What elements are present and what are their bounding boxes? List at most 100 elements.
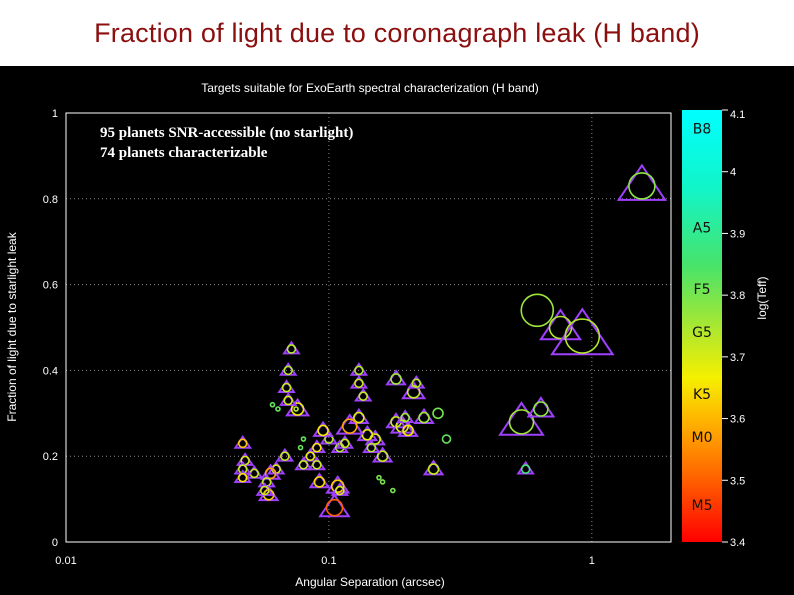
planet-point <box>413 407 435 424</box>
spectral-class-label: K5 <box>693 387 711 403</box>
planet-point <box>294 456 313 471</box>
characterizable-triangle <box>275 447 295 462</box>
planet-circle <box>358 391 368 401</box>
characterizable-triangle <box>282 340 301 355</box>
planet-circle <box>298 459 309 470</box>
characterizable-triangle <box>308 472 331 489</box>
planet-circle <box>520 464 531 474</box>
planet-point <box>616 163 667 201</box>
x-tick-label: 0.1 <box>321 555 336 567</box>
planet-circle <box>264 467 277 480</box>
planet-circle <box>312 459 322 470</box>
colorbar-label: log(Teff) <box>755 276 769 319</box>
planet-point <box>301 447 320 462</box>
y-axis-ticks: 0 0.2 0.4 0.6 0.8 1 <box>43 108 58 549</box>
planet-point <box>307 439 327 454</box>
planet-circle <box>390 487 396 494</box>
x-axis-ticks: 0.01 0.1 1 <box>55 555 595 567</box>
planet-circle <box>283 365 293 376</box>
spectral-class-label: M0 <box>692 430 713 446</box>
characterizable-triangle <box>277 379 296 393</box>
planet-point <box>376 474 382 481</box>
planet-circle <box>353 411 365 424</box>
planet-point <box>349 362 369 376</box>
y-axis-label: Fraction of light due to starlight leak <box>5 231 19 421</box>
planet-circle <box>286 344 297 354</box>
spectral-class-label: G5 <box>692 325 712 341</box>
x-axis-label: Angular Separation (arcsec) <box>295 575 444 589</box>
planet-circle <box>411 378 422 389</box>
scatter-chart: Targets suitable for ExoEarth spectral c… <box>5 81 769 589</box>
plot-frame <box>65 112 672 543</box>
planet-circle <box>564 318 601 354</box>
characterizable-triangle <box>318 493 351 518</box>
planet-point <box>255 482 274 496</box>
planet-point <box>422 459 445 476</box>
colorbar <box>682 110 722 542</box>
colorbar-ticks: 4.1 4 3.9 3.8 3.7 3.6 3.5 3.4 <box>722 109 745 549</box>
planet-point <box>349 374 369 389</box>
planet-point <box>235 452 255 466</box>
planet-point <box>362 439 381 454</box>
colorbar-tick-label: 4.1 <box>730 109 745 121</box>
y-tick-label: 0.8 <box>43 194 58 206</box>
colorbar-tick-label: 3.5 <box>730 475 745 487</box>
planet-point <box>233 469 252 484</box>
planet-point <box>278 392 298 406</box>
characterizable-triangle <box>385 369 407 386</box>
planet-circle <box>280 451 290 462</box>
planet-point <box>371 446 394 463</box>
planet-point <box>282 340 301 355</box>
data-points <box>233 163 667 518</box>
planet-circle <box>300 436 307 442</box>
plot-area: Targets suitable for ExoEarth spectral c… <box>0 66 794 595</box>
planet-circle <box>441 434 452 444</box>
planet-point <box>539 308 583 341</box>
annotation-accessible: 95 planets SNR-accessible (no starlight) <box>100 125 353 141</box>
planet-point <box>516 460 535 475</box>
characterizable-triangle <box>616 163 667 201</box>
planet-circle <box>249 468 260 479</box>
planet-circle <box>269 401 276 408</box>
colorbar-tick-label: 3.6 <box>730 414 745 426</box>
planet-point <box>348 407 370 424</box>
planet-point <box>275 447 295 462</box>
planet-point <box>325 474 351 494</box>
planet-point <box>526 396 556 418</box>
planet-circle <box>427 463 440 475</box>
planet-circle <box>312 442 322 453</box>
planet-circle <box>508 409 535 435</box>
planet-point <box>233 435 252 449</box>
characterizable-triangle <box>278 392 298 406</box>
planet-circle <box>293 406 299 412</box>
planet-circle <box>341 418 358 434</box>
spectral-class-label: A5 <box>693 220 711 236</box>
planet-circle <box>297 444 304 451</box>
characterizable-triangle <box>516 460 535 475</box>
characterizable-triangle <box>550 307 615 356</box>
slide-title: Fraction of light due to coronagraph lea… <box>0 0 794 66</box>
planet-point <box>277 379 296 393</box>
planet-point <box>379 479 386 485</box>
planet-circle <box>366 442 377 453</box>
planet-point <box>312 420 334 437</box>
planet-point <box>335 413 365 435</box>
characterizable-triangle <box>278 362 298 376</box>
y-tick-label: 0.2 <box>43 451 58 463</box>
characterizable-triangle <box>413 407 435 424</box>
planet-circle <box>376 450 389 463</box>
spectral-class-label: B8 <box>693 122 712 138</box>
planet-point <box>293 406 299 412</box>
planet-point <box>330 482 350 496</box>
characterizable-triangle <box>353 387 373 402</box>
colorbar-spectral-classes: B8 A5 F5 G5 K5 M0 M5 <box>692 122 713 514</box>
planet-circle <box>237 472 248 483</box>
planet-point <box>390 487 396 494</box>
planet-circle <box>281 382 292 393</box>
planet-circle <box>400 412 410 423</box>
colorbar-tick-label: 3.7 <box>730 352 745 364</box>
planet-point <box>335 435 355 449</box>
characterizable-triangle <box>526 396 556 418</box>
planet-circle <box>533 401 549 417</box>
y-tick-label: 0 <box>52 537 58 549</box>
